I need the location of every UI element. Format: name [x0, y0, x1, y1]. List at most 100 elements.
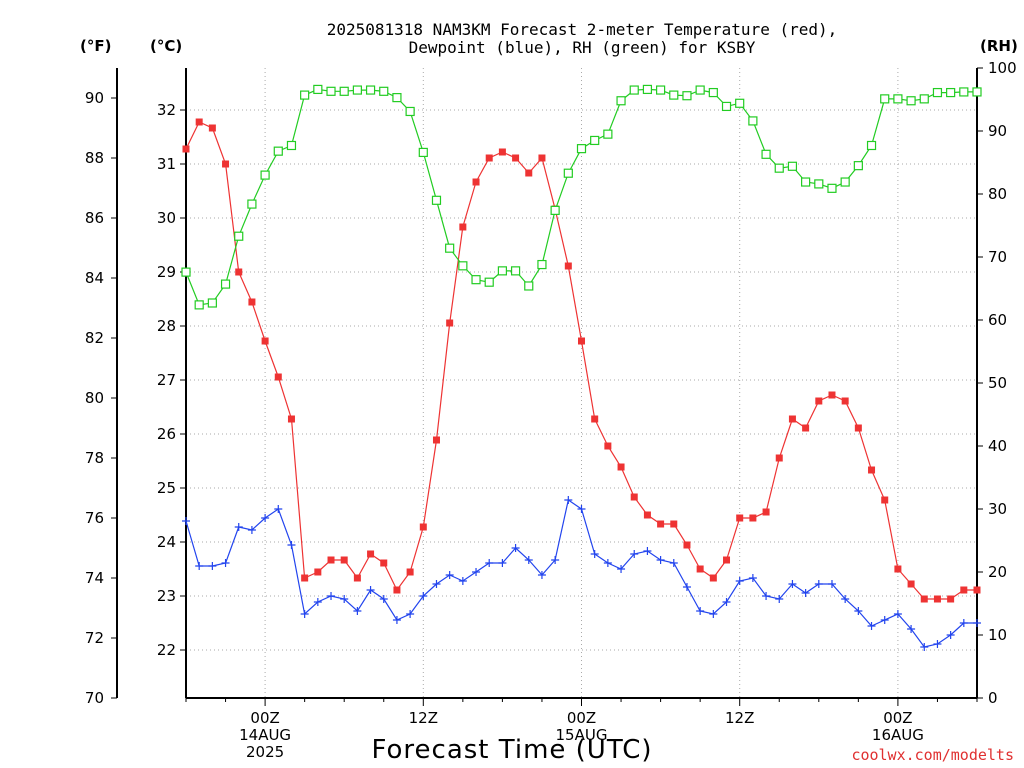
rh-point — [524, 281, 534, 291]
rh-point — [365, 85, 376, 95]
dewpoint-point — [313, 598, 322, 606]
temperature-point — [762, 508, 770, 516]
rh-point — [220, 279, 231, 289]
temperature-point — [775, 454, 783, 462]
fahrenheit-tick-label: 72 — [85, 629, 104, 647]
temperature-point — [578, 337, 585, 345]
rh-point — [300, 90, 310, 100]
rh-point — [247, 199, 257, 209]
dewpoint-point — [933, 640, 942, 648]
temperature-point — [564, 262, 572, 270]
celsius-tick-label: 29 — [157, 263, 176, 281]
rh-point — [234, 231, 244, 241]
rh-point — [787, 161, 798, 171]
fahrenheit-tick-label: 74 — [85, 569, 104, 587]
temperature-point — [340, 556, 348, 564]
temperature-point — [815, 397, 823, 405]
dewpoint-point — [867, 622, 876, 630]
celsius-tick-label: 28 — [157, 317, 176, 335]
temperature-point — [406, 568, 414, 576]
temperature-point — [683, 541, 691, 549]
temperature-point — [907, 580, 915, 588]
fahrenheit-tick-label: 84 — [85, 269, 104, 287]
temperature-point — [736, 514, 744, 522]
fahrenheit-tick-label: 90 — [85, 89, 104, 107]
dewpoint-point — [300, 610, 309, 618]
rh-tick-label: 40 — [988, 437, 1007, 455]
dewpoint-point — [234, 523, 243, 531]
fahrenheit-tick-label: 80 — [85, 389, 104, 407]
celsius-unit-label: (°C) — [150, 37, 182, 55]
celsius-tick-label: 22 — [157, 641, 176, 659]
temperature-point — [670, 520, 678, 528]
rh-tick-label: 0 — [988, 689, 998, 707]
rh-point — [576, 144, 587, 154]
dewpoint-point — [445, 571, 454, 579]
dewpoint-point — [762, 592, 771, 600]
dewpoint-point — [735, 577, 744, 585]
x-tick-label: 00Z — [250, 709, 279, 727]
rh-point — [932, 87, 943, 98]
rh-point — [616, 96, 626, 106]
dewpoint-point — [498, 559, 507, 567]
dewpoint-point — [893, 610, 902, 618]
dewpoint-point — [537, 571, 546, 579]
temperature-point — [802, 424, 810, 432]
dewpoint-point — [814, 580, 823, 588]
fahrenheit-tick-label: 70 — [85, 689, 104, 707]
dewpoint-point — [366, 586, 375, 594]
x-tick-label: 15AUG — [556, 726, 608, 744]
rh-point — [814, 179, 824, 189]
rh-point — [339, 86, 349, 96]
rh-tick-label: 30 — [988, 500, 1007, 518]
temperature-point — [287, 415, 295, 423]
chart-title-line-1: 2025081318 NAM3KM Forecast 2-meter Tempe… — [327, 20, 838, 39]
rh-point — [972, 87, 982, 97]
dewpoint-point — [788, 580, 797, 588]
fahrenheit-tick-label: 76 — [85, 509, 104, 527]
temperature-point — [854, 424, 862, 432]
x-tick-label: 12Z — [725, 709, 754, 727]
credit-text: coolwx.com/modelts — [851, 746, 1014, 764]
chart-title-line-2: Dewpoint (blue), RH (green) for KSBY — [409, 38, 756, 57]
x-tick-label: 2025 — [246, 743, 284, 761]
temperature-point — [749, 514, 757, 522]
rh-point — [748, 116, 758, 126]
temperature-point — [617, 463, 625, 471]
rh-point — [919, 94, 929, 104]
dewpoint-point — [551, 556, 560, 564]
dewpoint-point — [682, 583, 691, 591]
axes: 70 72 74 76 78 80 82 84 86 88 90 22 23 24 25 26 27 28 29 30… — [85, 59, 1017, 707]
temperature-point — [868, 466, 876, 474]
dewpoint-point — [590, 550, 599, 558]
dewpoint-point — [801, 589, 810, 597]
rh-point — [801, 177, 811, 187]
rh-tick-label: 60 — [988, 311, 1007, 329]
rh-point — [880, 94, 890, 104]
x-tick-label: 16AUG — [872, 726, 924, 744]
temperature-point — [841, 397, 849, 405]
rh-point — [431, 195, 442, 205]
rh-point — [273, 146, 283, 156]
rh-point — [682, 91, 692, 101]
dewpoint-point — [287, 541, 296, 549]
dewpoint-point — [379, 595, 388, 603]
rh-point — [563, 168, 573, 178]
celsius-tick-label: 27 — [157, 371, 176, 389]
dewpoint-point — [261, 514, 270, 522]
rh-tick-label: 10 — [988, 626, 1007, 644]
rh-unit-label: (RH) — [980, 37, 1018, 55]
rh-point — [708, 87, 718, 98]
x-tick-label: 00Z — [567, 709, 596, 727]
temperature-point — [723, 556, 731, 564]
temperature-point — [222, 160, 230, 168]
temperature-point — [208, 124, 216, 132]
celsius-tick-label: 31 — [157, 155, 176, 173]
temperature-point — [459, 223, 467, 231]
dewpoint-point — [485, 559, 494, 567]
rh-point — [379, 86, 389, 96]
celsius-tick-label: 24 — [157, 533, 176, 551]
rh-point — [840, 177, 850, 187]
